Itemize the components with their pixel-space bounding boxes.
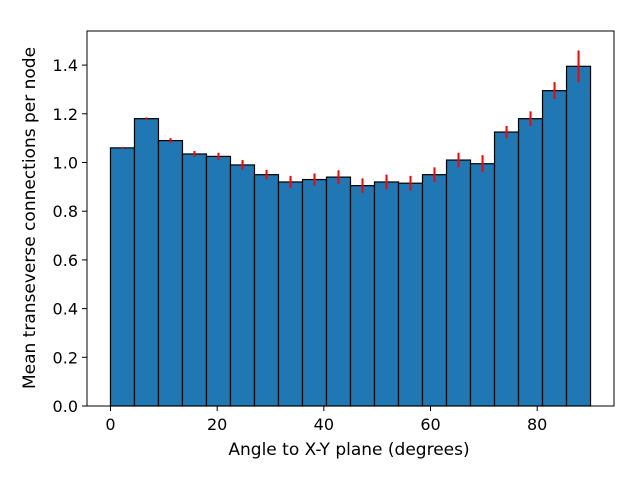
bar-17 [517,118,544,407]
x-tick-label-4: 80 [527,415,547,434]
bars-layer [109,65,592,407]
y-tick-label-2: 0.4 [53,300,78,319]
y-tick-label-0: 0.0 [53,397,78,416]
y-tick-label-3: 0.6 [53,251,78,270]
bar-5 [229,164,256,407]
y-tick-label-5: 1.0 [53,153,78,172]
bar-19 [565,65,592,407]
y-axis-label: Mean transeverse connections per node [20,47,40,389]
bar-13 [421,174,448,407]
bar-4 [205,155,232,407]
y-tick-label-4: 0.8 [53,202,78,221]
bar-2 [157,139,184,407]
y-tick-label-7: 1.4 [53,56,78,75]
x-tick-label-1: 20 [207,415,227,434]
bar-0 [109,147,136,407]
y-tick-label-1: 0.2 [53,348,78,367]
ticks: 0 20 40 60 80 0.0 0.2 0.4 0.6 0.8 1.0 1.2 1.4 [53,56,548,434]
bar-18 [541,90,568,407]
bar-3 [181,153,208,407]
bar-9 [325,176,352,407]
bar-1 [133,118,160,407]
bar-11 [373,181,400,407]
x-tick-label-0: 0 [105,415,115,434]
y-tick-label-6: 1.2 [53,105,78,124]
bar-12 [397,182,424,407]
bar-10 [349,185,376,407]
plot-frame [86,30,615,407]
bar-15 [469,163,496,407]
error-bars-layer [121,50,580,193]
x-tick-label-3: 60 [420,415,440,434]
bar-16 [493,131,520,407]
axes [86,30,615,407]
bar-6 [253,174,280,407]
bar-14 [445,159,472,407]
x-axis-label: Angle to X-Y plane (degrees) [228,440,469,460]
bar-7 [277,181,304,407]
bar-8 [301,178,328,407]
x-tick-label-2: 40 [314,415,334,434]
